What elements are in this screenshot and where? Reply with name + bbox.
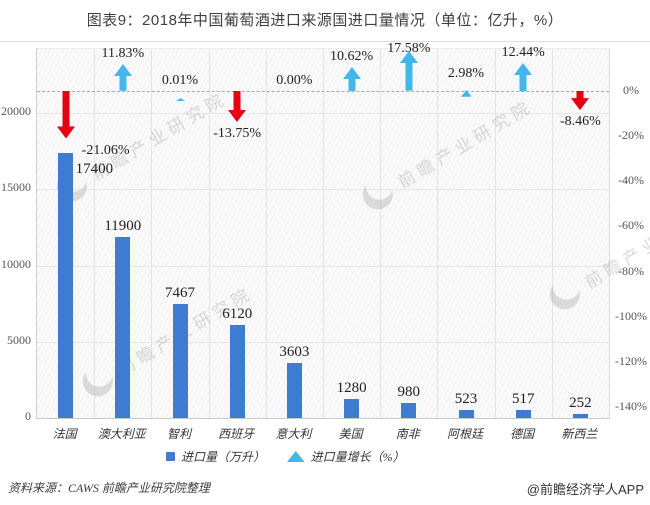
bar <box>58 152 74 418</box>
growth-up-arrow-icon <box>514 62 533 97</box>
gridline-vertical <box>94 49 96 418</box>
watermark-logo-icon <box>357 173 399 215</box>
growth-value-label: 0.00% <box>276 73 313 88</box>
bar-value-label: 252 <box>569 395 592 412</box>
plot-area: 前瞻产业研究院前瞻产业研究院前瞻产业研究院前瞻产业研究院174001190074… <box>36 41 650 419</box>
bar <box>286 363 302 418</box>
growth-up-arrow-icon <box>175 88 185 106</box>
bar-value-label: 11900 <box>104 217 142 234</box>
x-axis-label: 澳大利亚 <box>97 427 146 441</box>
watermark: 前瞻产业研究院 <box>544 190 650 315</box>
top-divider <box>0 41 650 42</box>
growth-value-label: 11.83% <box>101 46 145 62</box>
source-note: 资料来源：CAWS 前瞻产业研究院整理 <box>8 481 210 495</box>
legend: 进口量（万升） 进口量增长（%） <box>166 448 405 465</box>
growth-value-label: 17.58% <box>387 41 431 56</box>
legend-up-arrow-icon <box>287 451 305 462</box>
growth-value-label: -13.75% <box>213 126 262 141</box>
gridline-vertical <box>265 49 267 418</box>
growth-up-arrow-icon <box>113 64 132 96</box>
y-axis-label-left: 20000 <box>1 104 31 118</box>
bar-value-label: 6120 <box>222 305 253 322</box>
watermark: 前瞻产业研究院 <box>357 90 538 215</box>
chart-title: 图表9：2018年中国葡萄酒进口来源国进口量情况（单位：亿升，%） <box>86 12 564 29</box>
growth-down-arrow-icon <box>56 91 75 144</box>
y-axis-label-right: -60% <box>618 218 644 233</box>
gridline-vertical <box>551 49 553 418</box>
growth-value-label: 0.01% <box>161 73 199 88</box>
gridline-vertical <box>151 49 153 418</box>
y-axis-label-left: 15000 <box>1 180 31 195</box>
y-axis-label-left: 5000 <box>7 332 31 347</box>
growth-down-arrow-icon <box>228 91 247 128</box>
watermark-text: 前瞻产业研究院 <box>394 96 537 192</box>
growth-value-label: 2.98% <box>447 66 485 82</box>
bar <box>515 410 531 418</box>
bar-value-label: 3603 <box>279 344 310 361</box>
growth-value-label: 12.44% <box>501 44 545 60</box>
y-axis-label-right: 0% <box>623 83 639 97</box>
legend-label: 进口量增长（%） <box>310 450 405 464</box>
gridline-vertical <box>494 49 496 418</box>
x-axis-label: 德国 <box>510 427 535 441</box>
x-axis-label: 意大利 <box>275 427 312 441</box>
watermark-logo-icon <box>77 360 119 402</box>
x-axis-label: 美国 <box>338 427 363 441</box>
watermark-logo-icon <box>544 273 586 315</box>
bar-value-label: 17400 <box>75 160 114 177</box>
y-axis-label-right: -100% <box>615 308 647 323</box>
y-axis-label-right: -140% <box>615 399 647 413</box>
legend-square-icon <box>166 452 175 461</box>
zero-growth-line <box>37 91 609 92</box>
x-axis-label: 西班牙 <box>218 427 255 441</box>
y-axis-label-left: 10000 <box>1 256 31 271</box>
legend-item: 进口量增长（%） <box>287 448 405 465</box>
gridline-vertical <box>208 49 210 418</box>
growth-up-arrow-icon <box>342 67 361 96</box>
gridline-vertical <box>437 49 439 418</box>
y-axis-label-right: -20% <box>618 128 644 143</box>
bar <box>344 398 360 418</box>
bar <box>115 236 131 418</box>
y-axis-label-right: -120% <box>615 353 647 368</box>
y-axis-label-right: -80% <box>618 263 644 278</box>
growth-down-arrow-icon <box>571 91 590 116</box>
growth-value-label: 10.62% <box>330 49 374 64</box>
x-axis-label: 阿根廷 <box>446 427 483 441</box>
bar-value-label: 1280 <box>336 379 367 396</box>
growth-up-arrow-icon <box>460 84 472 102</box>
growth-value-label: -8.46% <box>559 114 601 130</box>
bar-value-label: 523 <box>454 391 478 407</box>
legend-label: 进口量（万升） <box>181 450 266 464</box>
bar-value-label: 7467 <box>165 285 195 302</box>
bar-value-label: 980 <box>397 384 421 401</box>
gridline-vertical <box>323 49 324 418</box>
legend-item: 进口量（万升） <box>166 448 265 465</box>
bar-value-label: 517 <box>511 391 535 408</box>
x-axis-label: 智利 <box>166 427 191 441</box>
x-axis-label: 法国 <box>52 427 77 441</box>
y-axis-label-right: -40% <box>618 173 644 188</box>
x-axis-label: 新西兰 <box>561 427 598 441</box>
x-axis-label: 南非 <box>395 427 420 441</box>
gridline-vertical <box>380 49 382 418</box>
bar <box>458 410 474 418</box>
brand-credit: @前瞻经济学人APP <box>526 482 644 497</box>
y-axis-label-left: 0 <box>25 409 31 423</box>
bar <box>229 324 245 418</box>
bar <box>172 304 188 418</box>
bar <box>572 414 588 418</box>
growth-up-arrow-icon <box>399 51 418 96</box>
growth-value-label: -21.06% <box>81 142 130 158</box>
bar <box>401 403 417 418</box>
